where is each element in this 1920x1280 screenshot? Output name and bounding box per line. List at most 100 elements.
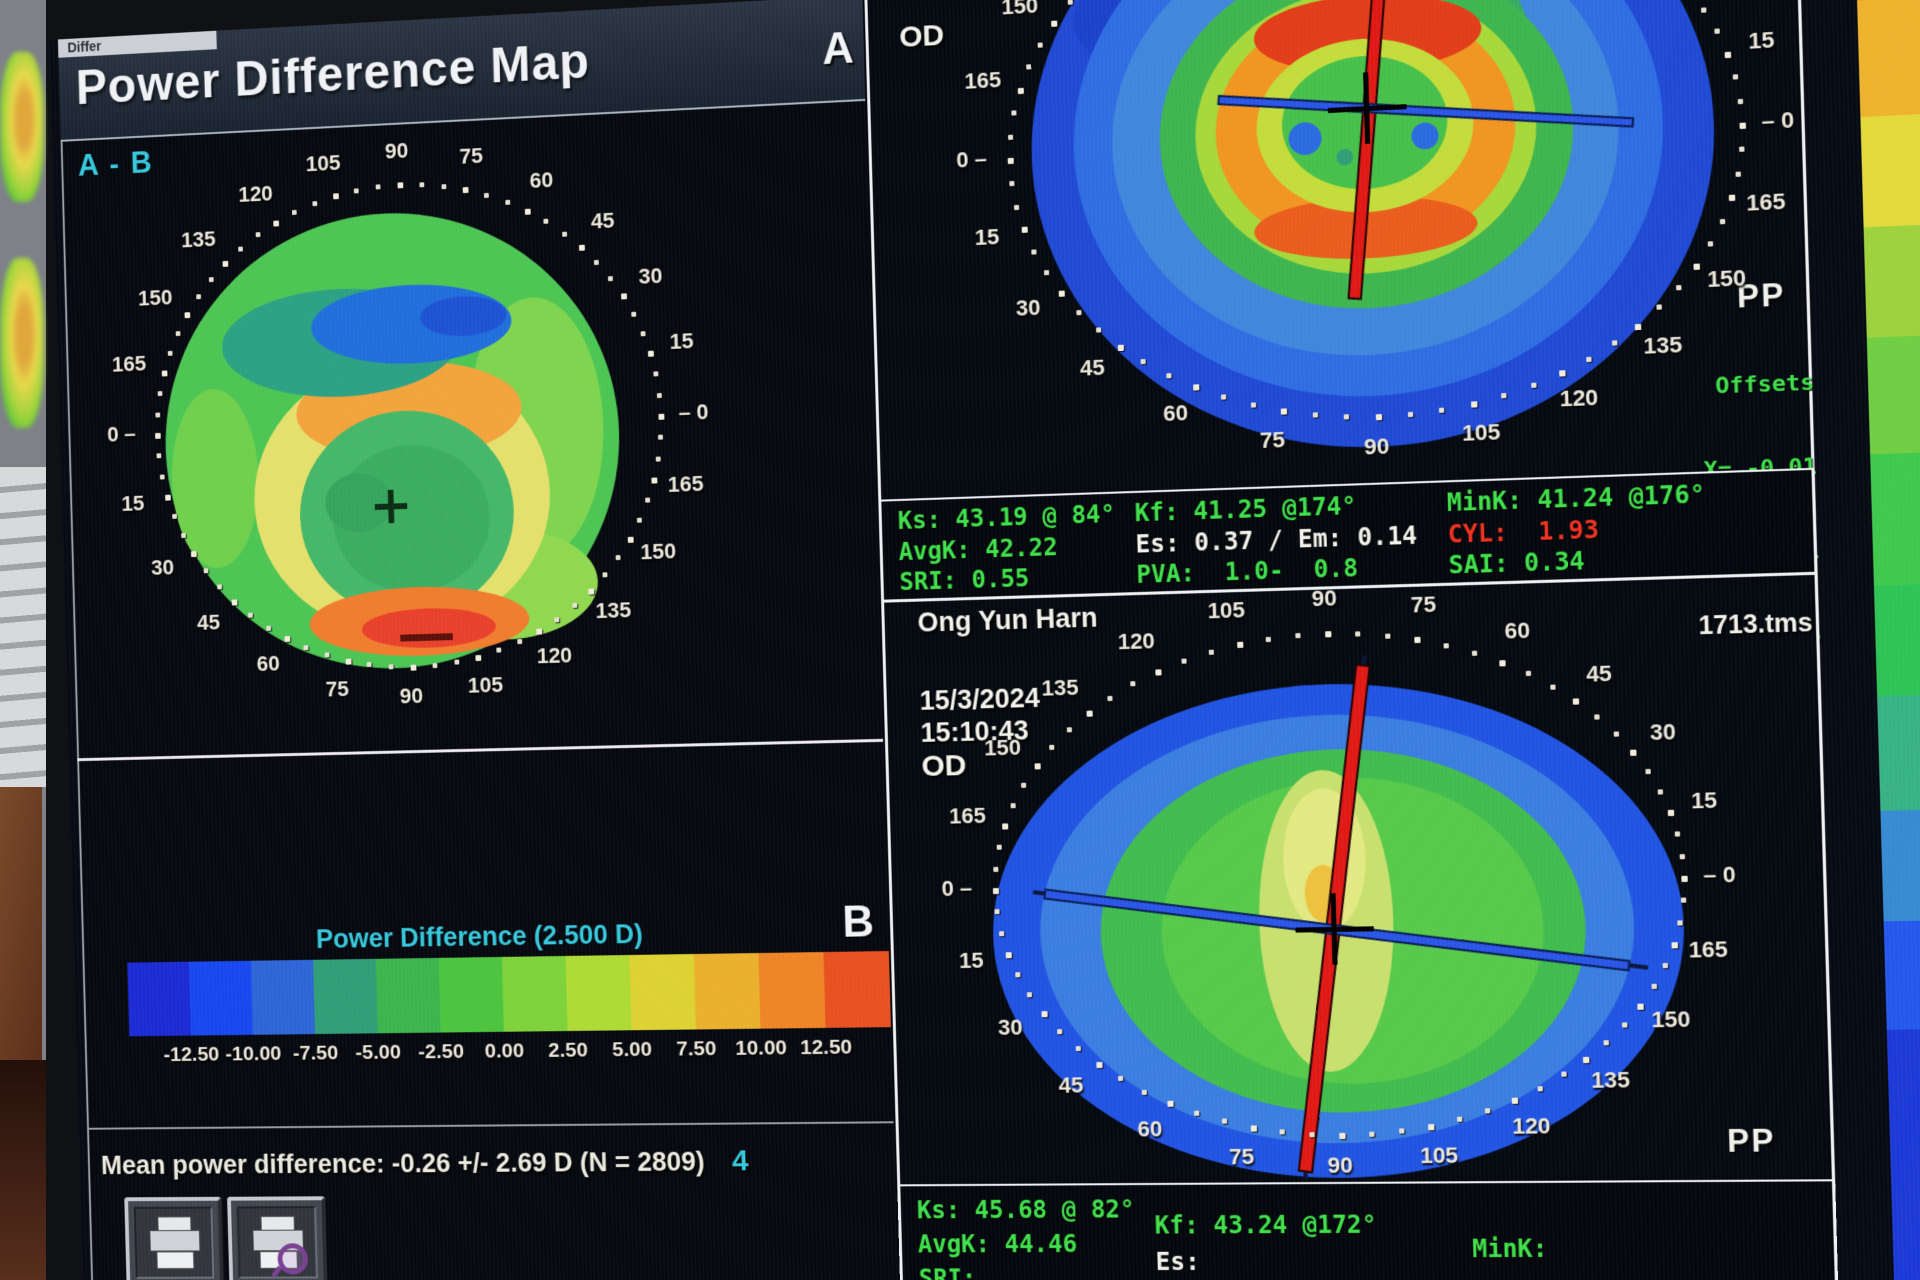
eye-label-bottom: OD <box>921 748 967 784</box>
tick-dot <box>658 413 665 420</box>
tick-dot <box>1728 194 1736 202</box>
tick-dot <box>1250 1125 1257 1132</box>
print-button[interactable] <box>124 1196 224 1280</box>
tick-dot <box>441 183 447 190</box>
tick-dot <box>1041 1011 1048 1018</box>
tick-dot <box>1095 327 1102 333</box>
eye-label-top: OD <box>898 18 945 55</box>
degree-label: 60 <box>1137 1115 1163 1142</box>
degree-label: 30 <box>638 263 663 289</box>
tick-dot <box>615 555 621 561</box>
scale-swatch <box>127 961 191 1037</box>
background-desk <box>0 787 42 1087</box>
degree-label: 30 <box>1649 718 1677 746</box>
degree-label: 0 – <box>106 421 137 447</box>
panel-a-label: A <box>821 23 855 75</box>
degree-label: 165 <box>111 351 147 377</box>
tick-dot <box>1166 372 1172 378</box>
tick-dot <box>1693 263 1700 271</box>
tick-dot <box>156 453 162 459</box>
tick-dot <box>1737 98 1743 104</box>
exam-date: 15/3/2024 <box>919 682 1041 716</box>
tick-dot <box>1407 411 1414 418</box>
tick-dot <box>159 474 165 480</box>
tick-dot <box>645 497 651 503</box>
degree-label: 75 <box>459 143 484 170</box>
tick-dot <box>1027 992 1033 998</box>
tick-dot <box>292 209 298 216</box>
degree-label: 15 <box>121 490 145 516</box>
scale-tick-label: -7.50 <box>292 1041 339 1065</box>
tick-dot <box>165 494 171 501</box>
degree-label: 105 <box>305 150 341 177</box>
degree-label: 90 <box>1311 585 1338 612</box>
tick-dot <box>1155 669 1162 676</box>
degree-label: 165 <box>1746 187 1786 216</box>
tick-dot <box>1738 146 1745 153</box>
tick-dot <box>191 551 198 558</box>
tick-dot <box>312 200 318 207</box>
tick-dot <box>1009 181 1015 187</box>
tick-dot <box>1700 7 1707 13</box>
tick-dot <box>1355 631 1361 637</box>
scale-swatch <box>693 953 761 1030</box>
tick-dot <box>1645 768 1651 775</box>
tick-dot <box>524 208 531 215</box>
tick-dot <box>332 193 339 200</box>
tick-dot <box>1343 414 1350 420</box>
tick-dot <box>1221 1118 1227 1124</box>
tick-dot <box>594 259 600 265</box>
tick-dot <box>1021 226 1028 234</box>
tick-dot <box>554 616 560 622</box>
stat-mink: MinK: 41.24 @176° <box>1446 479 1706 518</box>
tick-dot <box>216 584 222 590</box>
tick-dot <box>1470 401 1478 408</box>
degree-label: 105 <box>467 671 504 698</box>
stat-avgk: AvgK: 42.22 <box>898 532 1059 567</box>
tick-dot <box>1014 204 1020 210</box>
tick-dot <box>419 182 425 188</box>
tick-dot <box>1010 802 1016 809</box>
stat-sri: SRI: 0.55 <box>899 564 1030 597</box>
tick-dot <box>651 477 658 484</box>
tick-dot <box>640 331 646 337</box>
tick-dot <box>1428 1123 1435 1130</box>
tick-dot <box>504 199 510 205</box>
tick-dot <box>578 244 585 251</box>
tick-dot <box>375 184 381 190</box>
tick-dot <box>1312 412 1318 418</box>
tick-dot <box>1511 1097 1519 1104</box>
degree-label: – 0 <box>1761 106 1795 135</box>
tick-dot <box>454 659 460 665</box>
degree-label: 120 <box>1511 1112 1551 1139</box>
absolute-scale-segment <box>1860 110 1920 228</box>
tick-dot <box>388 664 394 670</box>
tick-dot <box>1667 810 1674 817</box>
stat-cyl: CYL: 1.93 <box>1447 515 1600 549</box>
tick-dot <box>1630 749 1637 756</box>
tick-dot <box>353 188 359 194</box>
tick-dot <box>1657 789 1663 795</box>
tick-dot <box>655 456 661 462</box>
degree-label: 15 <box>974 223 1000 250</box>
tick-dot <box>516 639 522 645</box>
tick-dot <box>1193 1110 1200 1116</box>
tick-dot <box>1656 304 1663 311</box>
power-difference-map-image <box>159 202 626 675</box>
degree-label: 105 <box>1207 597 1246 624</box>
power-difference-color-scale <box>127 951 891 1037</box>
tick-dot <box>345 658 352 665</box>
absolute-scale-segment <box>1880 808 1920 922</box>
scale-swatch <box>629 954 696 1031</box>
degree-label: 75 <box>1228 1143 1255 1169</box>
degree-label: 90 <box>399 683 424 709</box>
tick-dot <box>1208 649 1214 655</box>
tick-dot <box>1586 356 1592 362</box>
tick-dot <box>255 232 261 238</box>
tick-dot <box>1385 633 1391 639</box>
tick-dot <box>1096 1061 1103 1069</box>
adjacent-map-thumbnail <box>0 52 44 202</box>
degree-label: 135 <box>1642 331 1683 360</box>
print-preview-button[interactable] <box>227 1196 328 1280</box>
